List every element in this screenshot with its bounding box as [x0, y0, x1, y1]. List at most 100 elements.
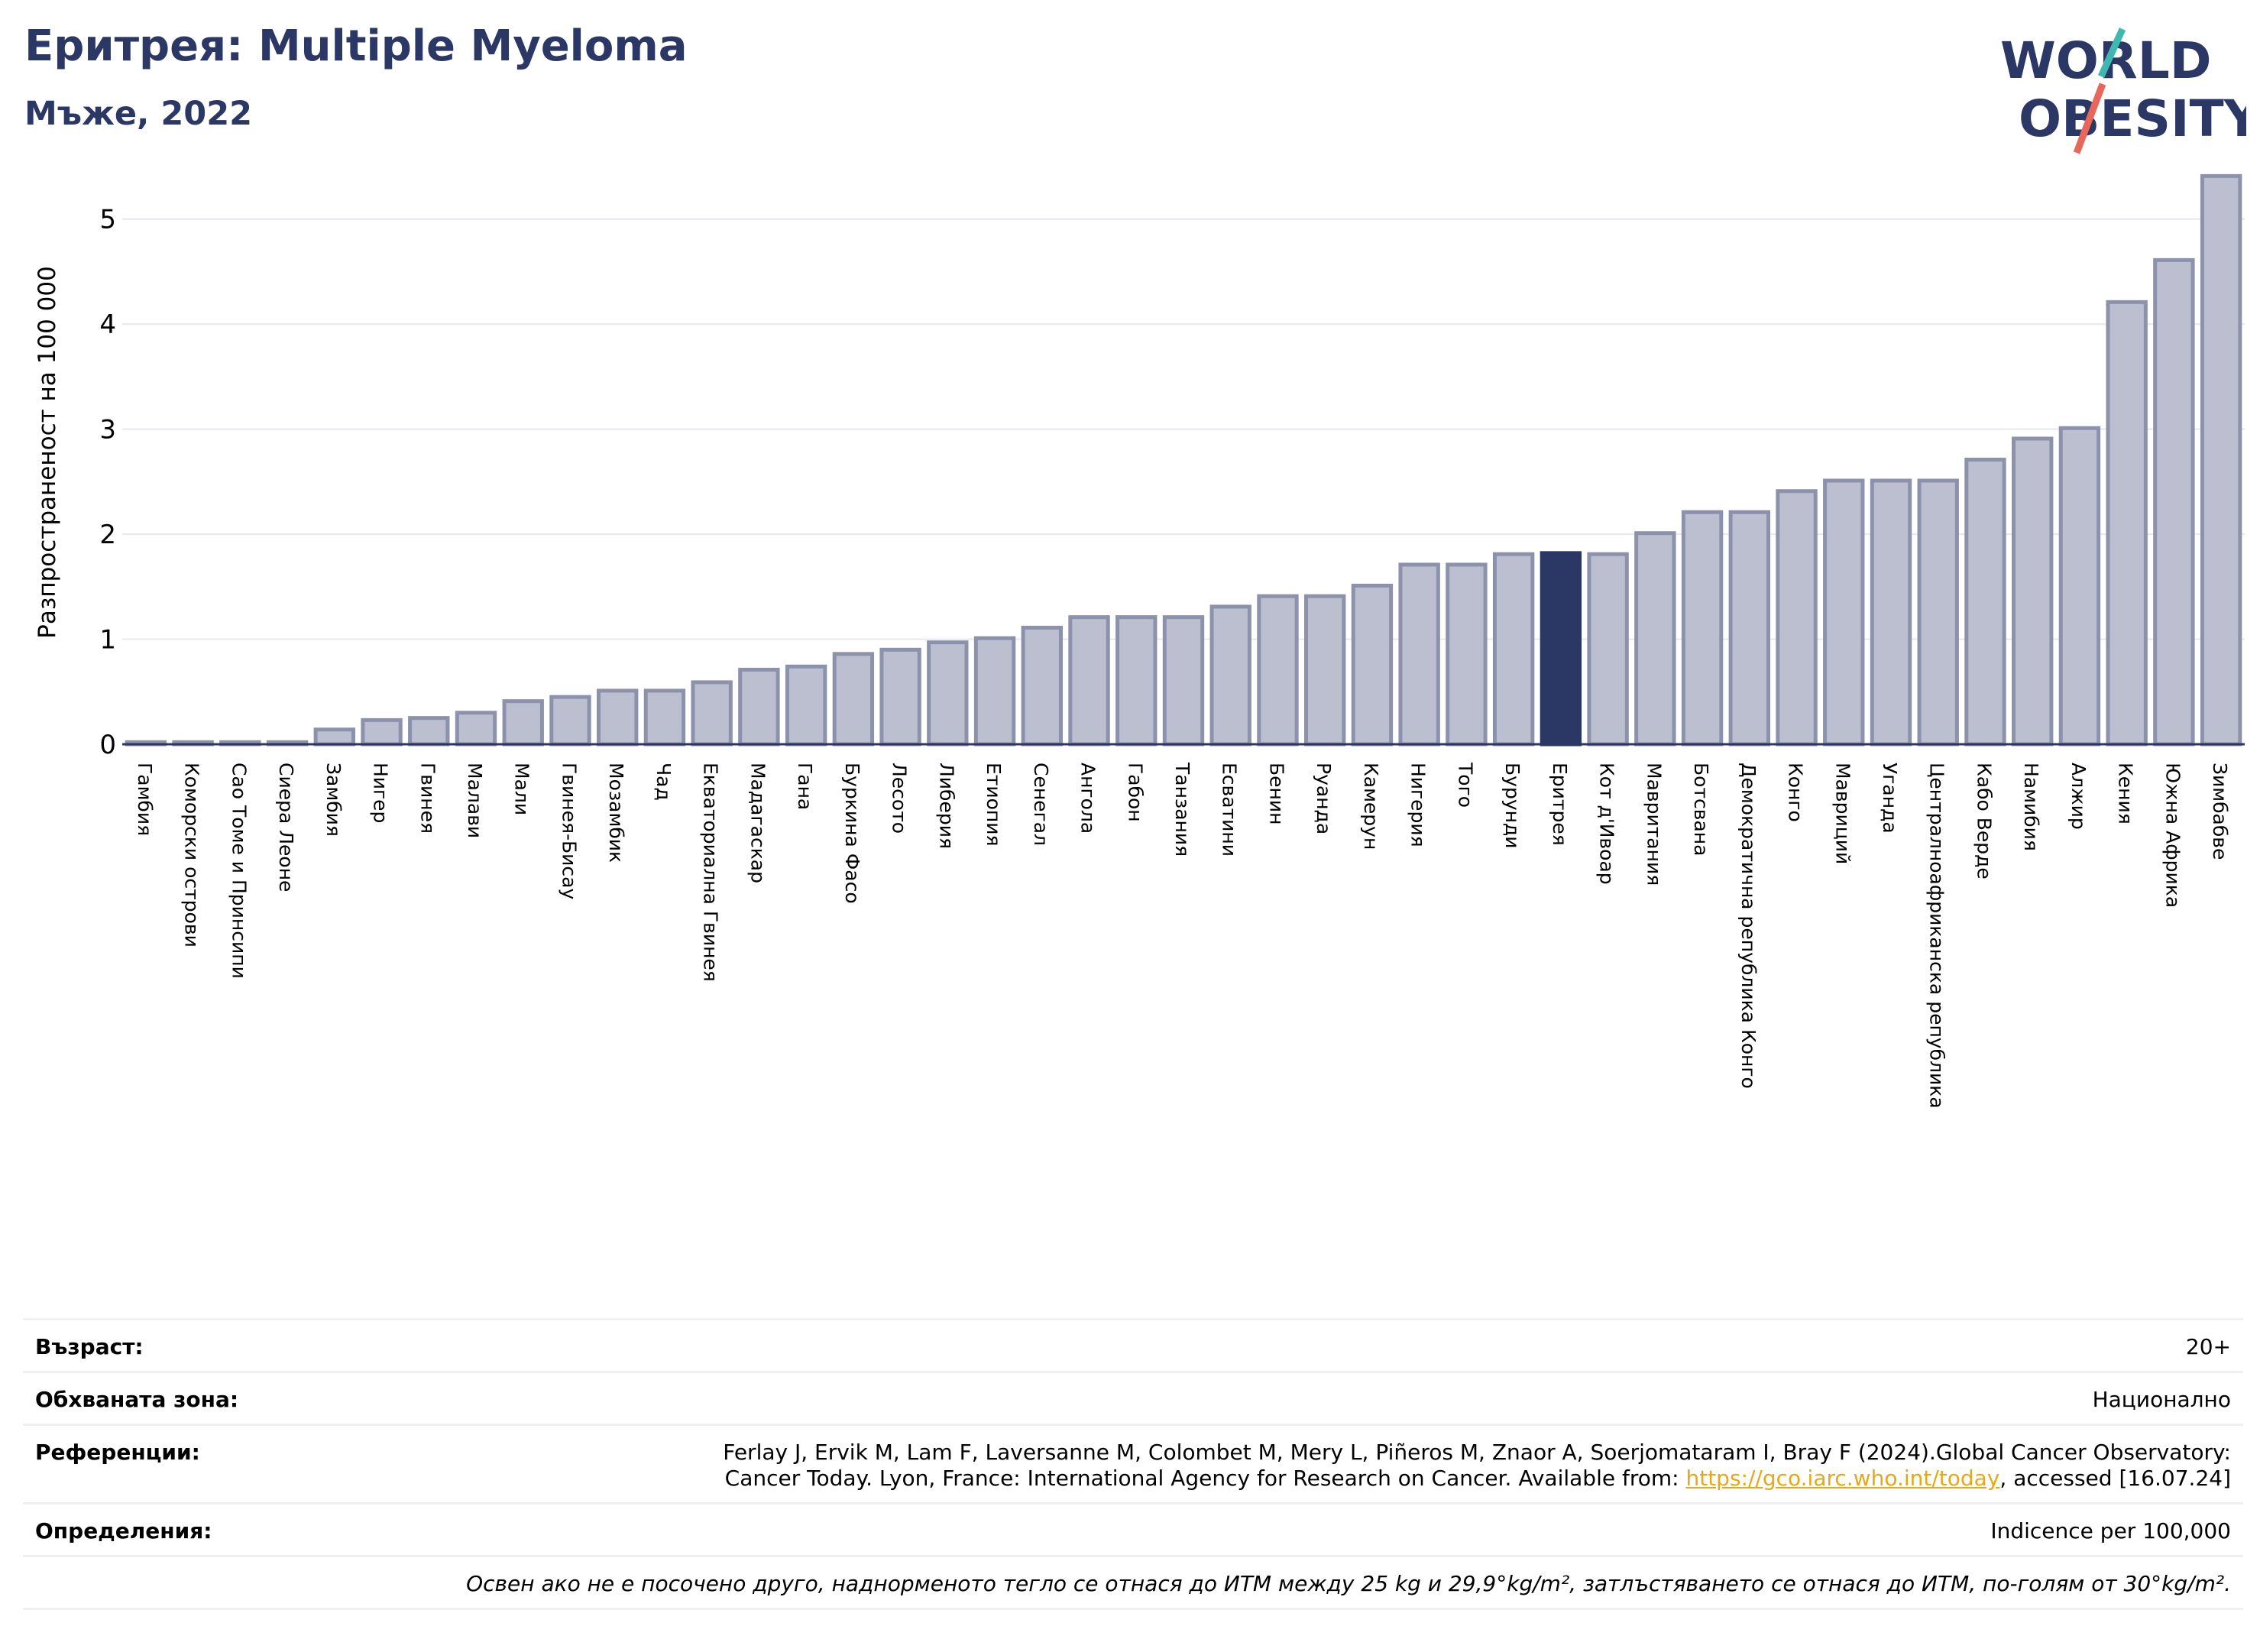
x-tick-label: Сенегал — [1030, 763, 1052, 846]
references-label: Референции: — [35, 1440, 200, 1465]
x-tick-label: Южна Африка — [2161, 763, 2184, 908]
x-tick-label: Гана — [794, 763, 816, 810]
x-tick-label: Буркина Фасо — [841, 763, 863, 904]
footnote: Освен ако не е посочено друго, наднормен… — [466, 1571, 2231, 1596]
x-tick-label: Гвинея-Бисау — [558, 763, 580, 899]
x-tick-label: Мавритания — [1643, 763, 1665, 886]
x-tick-label: Ботсвана — [1690, 763, 1712, 856]
bar-highlight — [1540, 551, 1582, 747]
bar — [1304, 594, 1346, 747]
age-value: 20+ — [2185, 1334, 2231, 1359]
references-text-1: Ferlay J, Ervik M, Lam F, Laversanne M, … — [723, 1440, 2231, 1465]
bar — [597, 688, 639, 747]
bar — [1068, 615, 1110, 747]
x-tick-labels: Гамбия Коморски острови Сао Томе и Принсип… — [134, 762, 2231, 1109]
bar — [408, 716, 450, 747]
x-tick-label: Чад — [652, 763, 675, 801]
logo-slash-teal — [2097, 28, 2126, 78]
y-tick-label: 4 — [99, 309, 116, 340]
x-tick-label: Танзания — [1171, 762, 1193, 857]
y-tick-label: 5 — [99, 205, 116, 235]
x-tick-label: Бенин — [1265, 763, 1287, 824]
x-tick-label: Камерун — [1360, 763, 1382, 850]
bar — [1917, 478, 1959, 747]
bar-chart: 0 1 2 3 4 5 Гамбия Коморски острови Сао Томе и … — [34, 173, 2245, 1109]
bar — [691, 680, 733, 747]
bar — [2012, 436, 2054, 747]
page-title: Еритрея: Multiple Myeloma — [24, 21, 688, 71]
bar — [832, 652, 875, 747]
info-row-note: Освен ако не е посочено друго, наднормен… — [23, 1555, 2243, 1610]
info-row-age: Възраст: 20+ — [23, 1318, 2243, 1371]
references-text-3: , accessed [16.07.24] — [1999, 1466, 2231, 1491]
x-tick-label: Руанда — [1313, 763, 1335, 834]
bar — [2106, 300, 2148, 747]
bar — [1446, 562, 1488, 747]
x-tick-label: Кения — [2115, 763, 2137, 824]
definitions-label: Определения: — [35, 1518, 212, 1543]
page-subtitle: Мъже, 2022 — [24, 95, 253, 133]
bar — [927, 640, 969, 747]
bar — [549, 695, 591, 747]
x-tick-label: Нигерия — [1407, 763, 1429, 847]
bar — [1351, 583, 1394, 747]
y-tick-label: 0 — [99, 730, 116, 760]
bar — [1587, 552, 1629, 747]
bars — [125, 173, 2242, 747]
x-tick-label: Мали — [511, 763, 533, 815]
age-label: Възраст: — [35, 1334, 144, 1359]
info-table: Възраст: 20+ Обхваната зона: Национално … — [23, 1318, 2243, 1610]
bar — [643, 688, 686, 747]
x-tick-label: Намибия — [2020, 763, 2042, 851]
x-tick-label: Нигер — [370, 763, 392, 823]
references-text-2: Cancer Today. Lyon, France: Internationa… — [724, 1466, 1686, 1491]
bar — [1209, 604, 1251, 747]
x-tick-label: Коморски острови — [181, 763, 203, 947]
bar — [973, 636, 1016, 747]
y-tick-labels: 0 1 2 3 4 5 — [99, 205, 116, 760]
x-tick-label: Зимбабве — [2209, 763, 2231, 860]
x-tick-label: Кабо Верде — [1973, 763, 1995, 879]
x-tick-label: Еритрея — [1549, 763, 1571, 846]
x-tick-label: Уганда — [1879, 763, 1901, 834]
y-tick-label: 1 — [99, 625, 116, 656]
area-value: Национално — [2092, 1387, 2231, 1412]
x-tick-label: Гамбия — [134, 763, 156, 836]
definitions-value: Indicence per 100,000 — [1990, 1518, 2231, 1543]
x-tick-label: Демократична република Конго — [1737, 763, 1760, 1089]
x-tick-label: Малави — [464, 763, 486, 838]
bar — [1021, 625, 1063, 747]
bar — [1257, 594, 1299, 747]
bar — [2153, 258, 2195, 747]
bar — [1162, 615, 1205, 747]
x-tick-label: Етиопия — [983, 763, 1005, 847]
x-tick-label: Конго — [1785, 763, 1807, 822]
references-value: Ferlay J, Ervik M, Lam F, Laversanne M, … — [246, 1440, 2231, 1492]
x-tick-label: Есватини — [1219, 763, 1241, 857]
bar — [738, 667, 780, 747]
bar — [313, 727, 355, 747]
bar — [1964, 457, 2006, 747]
bar — [1681, 510, 1724, 747]
y-tick-label: 3 — [99, 415, 116, 445]
x-tick-label: Централноафриканска република — [1926, 763, 1948, 1109]
x-tick-label: Бурунди — [1501, 763, 1523, 849]
info-row-area: Обхваната зона: Национално — [23, 1371, 2243, 1424]
x-tick-label: Мавриций — [1831, 763, 1854, 864]
x-tick-label: Кот д'Ивоар — [1596, 763, 1618, 885]
info-row-definitions: Определения: Indicence per 100,000 — [23, 1502, 2243, 1555]
bar — [2058, 426, 2101, 747]
bar — [879, 647, 921, 747]
bar — [2200, 173, 2242, 747]
x-tick-label: Сиера Леоне — [275, 763, 297, 892]
x-tick-label: Замбия — [322, 763, 345, 837]
logo-slash-red — [2073, 83, 2106, 154]
bar — [1728, 510, 1770, 747]
x-tick-label: Ангола — [1077, 763, 1099, 834]
bar — [455, 711, 497, 747]
references-link[interactable]: https://gco.iarc.who.int/today — [1685, 1466, 2000, 1491]
bar — [361, 717, 403, 747]
x-tick-label: Екваториална Гвинея — [700, 763, 722, 982]
bar — [1634, 531, 1676, 747]
bar — [785, 664, 827, 747]
